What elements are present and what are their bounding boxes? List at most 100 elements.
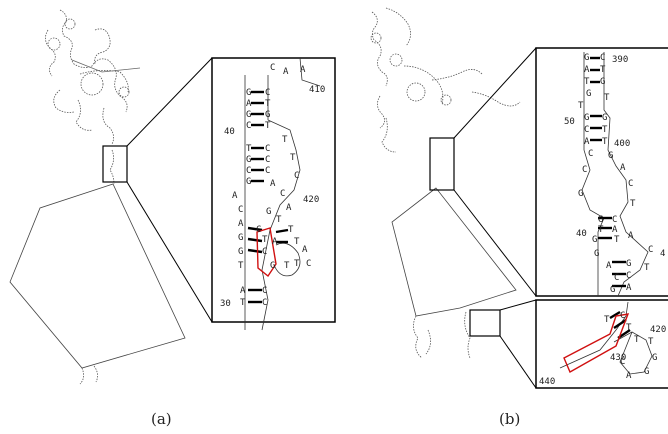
nucleotide: T — [578, 101, 584, 111]
nucleotide: C — [306, 259, 311, 269]
panel-a-nucleotides: C A A G C A T G G C T T T C T C G C C C … — [232, 63, 311, 308]
panel-a-overview-structure — [9, 9, 186, 385]
nucleotide: A — [612, 225, 618, 235]
nucleotide: G — [246, 155, 251, 165]
nucleotide: G — [238, 247, 243, 257]
nucleotide: T — [600, 65, 606, 75]
panel-b-caption: (b) — [499, 410, 521, 428]
nucleotide: G — [644, 367, 649, 377]
nucleotide: C — [628, 179, 633, 189]
nucleotide: T — [246, 144, 252, 154]
nucleotide: G — [610, 285, 615, 295]
nucleotide: C — [238, 205, 243, 215]
panel-a-position-labels: 410 40 420 30 — [220, 85, 325, 309]
pos-label: 390 — [612, 55, 628, 65]
pos-label: 4 — [660, 249, 665, 259]
nucleotide: T — [262, 235, 268, 245]
panel-b-zoom-line-upper-bottom — [453, 189, 537, 297]
panel-b-zoom-box-lower — [469, 309, 501, 337]
nucleotide: G — [594, 249, 599, 259]
nucleotide: G — [584, 53, 589, 63]
pos-label: 400 — [614, 139, 630, 149]
panel-a-inset-box — [211, 57, 336, 323]
nucleotide: T — [614, 235, 620, 245]
nucleotide: A — [302, 245, 308, 255]
nucleotide: T — [644, 263, 650, 273]
panel-b-zoom-line-lower-bottom — [499, 335, 537, 389]
panel-b-position-labels: 390 50 400 40 4 420 430 440 — [539, 55, 666, 387]
nucleotide: A — [584, 137, 590, 147]
nucleotide: G — [598, 215, 603, 225]
nucleotide: G — [270, 261, 275, 271]
nucleotide: C — [294, 171, 299, 181]
panel-b-upper-base-pairs — [590, 56, 626, 288]
nucleotide: G — [584, 113, 589, 123]
panel-b-overview-structure — [370, 7, 521, 359]
nucleotide: C — [270, 63, 275, 73]
nucleotide: C — [246, 121, 251, 131]
nucleotide: T — [284, 261, 290, 271]
nucleotide: A — [272, 237, 278, 247]
nucleotide: G — [626, 259, 631, 269]
nucleotide: C — [584, 125, 589, 135]
nucleotide: G — [246, 110, 251, 120]
nucleotide: A — [620, 163, 626, 173]
nucleotide: C — [620, 357, 625, 367]
nucleotide: T — [604, 93, 610, 103]
panel-b-inset-upper — [535, 47, 668, 297]
nucleotide: T — [290, 153, 296, 163]
nucleotide: T — [626, 323, 632, 333]
pos-label: 430 — [610, 353, 626, 363]
nucleotide: A — [283, 67, 289, 77]
panel-a-base-pairs — [247, 90, 289, 304]
nucleotide: C — [626, 271, 631, 281]
nucleotide: C — [600, 53, 605, 63]
pos-label: 50 — [564, 117, 575, 127]
panel-b-inset-lower — [535, 299, 668, 389]
nucleotide: T — [630, 199, 636, 209]
nucleotide: C — [648, 245, 653, 255]
nucleotide: G — [586, 89, 591, 99]
nucleotide: G — [652, 353, 657, 363]
nucleotide: G — [602, 113, 607, 123]
nucleotide: T — [648, 337, 654, 347]
nucleotide: T — [276, 215, 282, 225]
panel-b-zoom-box-upper — [429, 137, 455, 191]
nucleotide: A — [232, 191, 238, 201]
nucleotide: C — [280, 189, 285, 199]
nucleotide: A — [300, 65, 306, 75]
nucleotide: C — [265, 155, 270, 165]
pos-label: 440 — [539, 377, 555, 387]
nucleotide: T — [294, 259, 300, 269]
nucleotide: T — [584, 77, 590, 87]
panel-a-zoom-line-top — [126, 57, 213, 147]
panel-b-zoom-line-upper-top — [453, 47, 537, 139]
pos-label: 410 — [309, 85, 325, 95]
nucleotide: A — [240, 286, 246, 296]
nucleotide: G — [578, 189, 583, 199]
nucleotide: A — [628, 231, 634, 241]
nucleotide: C — [620, 311, 625, 321]
nucleotide: T — [634, 335, 640, 345]
nucleotide: A — [626, 283, 632, 293]
nucleotide: A — [270, 179, 276, 189]
pos-label: 30 — [220, 299, 231, 309]
nucleotide: T — [282, 135, 288, 145]
nucleotide: G — [238, 233, 243, 243]
nucleotide: C — [582, 165, 587, 175]
panel-a-zoom-line-bottom — [126, 181, 213, 323]
pos-label: 40 — [576, 229, 587, 239]
nucleotide: C — [265, 144, 270, 154]
nucleotide: C — [614, 273, 619, 283]
pos-label: 420 — [303, 195, 319, 205]
pos-label: 420 — [650, 325, 666, 335]
nucleotide: T — [598, 225, 604, 235]
nucleotide: T — [238, 261, 244, 271]
panel-a-inset-structure — [244, 57, 321, 331]
panel-b-zoom-line-lower-top — [499, 299, 537, 311]
nucleotide: T — [265, 121, 271, 131]
nucleotide: T — [288, 225, 294, 235]
panel-b-nucleotides: G C A T T G G T T G G C T A T C G C A G … — [578, 53, 657, 381]
nucleotide: G — [246, 88, 251, 98]
